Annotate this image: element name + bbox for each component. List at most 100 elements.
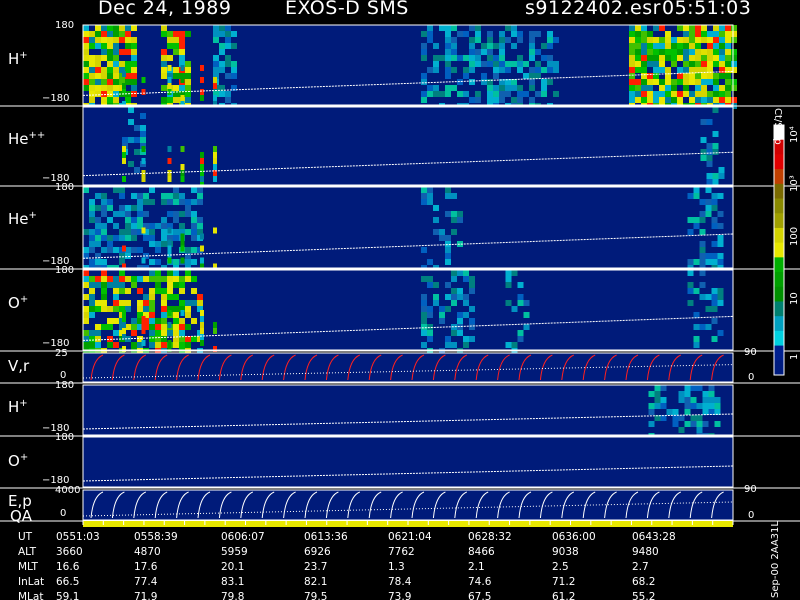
sweep-curve xyxy=(347,491,361,519)
y-tick-top: 180 xyxy=(55,182,75,193)
intensity-cell xyxy=(707,43,713,49)
intensity-cell xyxy=(535,61,541,67)
panel-label-superscript: ++ xyxy=(28,130,46,141)
intensity-cell xyxy=(731,79,737,85)
intensity-cell xyxy=(659,79,665,85)
intensity-cell xyxy=(505,25,511,31)
colorbar-tick-label: 100 xyxy=(789,226,800,246)
intensity-cell xyxy=(427,91,433,97)
intensity-cell xyxy=(137,229,143,235)
intensity-cell xyxy=(451,67,457,73)
intensity-cell xyxy=(185,276,191,282)
intensity-cell xyxy=(89,73,95,79)
intensity-cell xyxy=(660,403,667,409)
intensity-cell xyxy=(179,318,185,324)
intensity-cell xyxy=(167,170,172,176)
intensity-cell xyxy=(671,43,677,49)
intensity-cell xyxy=(696,415,703,421)
intensity-cell xyxy=(457,31,463,37)
intensity-cell xyxy=(665,43,671,49)
panel-label-base: V,r xyxy=(8,357,30,375)
intensity-cell xyxy=(445,55,451,61)
intensity-cell xyxy=(122,71,126,77)
intensity-cell xyxy=(173,73,179,79)
intensity-cell xyxy=(173,282,179,288)
intensity-cell xyxy=(107,25,113,31)
intensity-cell xyxy=(173,306,179,312)
intensity-cell xyxy=(213,263,217,270)
intensity-cell xyxy=(107,241,113,247)
intensity-cell xyxy=(711,318,718,324)
intensity-cell xyxy=(469,288,475,294)
sweep-curve xyxy=(475,354,489,381)
intensity-cell xyxy=(427,67,433,73)
intensity-cell xyxy=(197,187,203,193)
intensity-cell xyxy=(529,37,535,43)
intensity-cell xyxy=(695,91,701,97)
intensity-cell xyxy=(167,65,172,71)
intensity-cell xyxy=(427,187,433,193)
intensity-cell xyxy=(711,223,718,229)
panel-label-o1: O+ xyxy=(8,294,28,312)
intensity-cell xyxy=(451,37,457,43)
intensity-cell xyxy=(719,91,725,97)
intensity-cell xyxy=(167,193,173,199)
intensity-cell xyxy=(725,91,731,97)
pitch-angle-trace xyxy=(82,233,734,259)
intensity-cell xyxy=(95,336,101,342)
table-cell: 0613:36 xyxy=(304,531,348,543)
intensity-cell xyxy=(161,235,167,241)
intensity-cell xyxy=(167,158,172,164)
intensity-cell xyxy=(231,61,237,67)
intensity-cell xyxy=(457,294,463,300)
intensity-cell xyxy=(95,43,101,49)
intensity-cell xyxy=(89,312,95,318)
intensity-cell xyxy=(179,55,185,61)
intensity-cell xyxy=(511,31,517,37)
intensity-cell xyxy=(648,403,655,409)
intensity-cell xyxy=(101,306,107,312)
table-cell: 0628:32 xyxy=(468,531,512,543)
intensity-cell xyxy=(711,300,718,306)
sweep-curve xyxy=(240,354,254,381)
intensity-cell xyxy=(119,270,125,276)
table-cell: 9480 xyxy=(632,546,659,558)
intensity-cell xyxy=(689,55,695,61)
intensity-cell xyxy=(701,67,707,73)
intensity-cell xyxy=(659,43,665,49)
intensity-cell xyxy=(701,55,707,61)
intensity-cell xyxy=(517,336,524,342)
intensity-cell xyxy=(161,318,167,324)
intensity-cell xyxy=(505,85,511,91)
intensity-cell xyxy=(706,161,713,167)
intensity-cell xyxy=(511,79,517,85)
intensity-cell xyxy=(421,247,427,253)
intensity-cell xyxy=(101,79,107,85)
intensity-cell xyxy=(131,43,137,49)
panel-label-base: O xyxy=(8,294,20,312)
intensity-cell xyxy=(451,55,457,61)
intensity-cell xyxy=(427,37,433,43)
intensity-cell xyxy=(149,300,155,306)
intensity-cell xyxy=(119,67,125,73)
intensity-cell xyxy=(173,276,179,282)
intensity-cell xyxy=(149,241,155,247)
intensity-cell xyxy=(648,391,655,397)
sweep-curve xyxy=(604,354,617,381)
intensity-cell xyxy=(125,37,131,43)
intensity-cell xyxy=(427,330,433,336)
intensity-cell xyxy=(213,31,219,37)
intensity-cell xyxy=(517,91,523,97)
intensity-cell xyxy=(113,235,119,241)
intensity-cell xyxy=(445,187,451,193)
intensity-cell xyxy=(707,97,713,103)
table-cell: 23.7 xyxy=(304,561,328,573)
intensity-cell xyxy=(141,322,146,328)
intensity-cell xyxy=(541,79,547,85)
intensity-cell xyxy=(725,55,731,61)
intensity-cell xyxy=(445,67,451,73)
intensity-cell xyxy=(213,83,217,89)
intensity-cell xyxy=(553,61,559,67)
intensity-cell xyxy=(141,146,146,152)
